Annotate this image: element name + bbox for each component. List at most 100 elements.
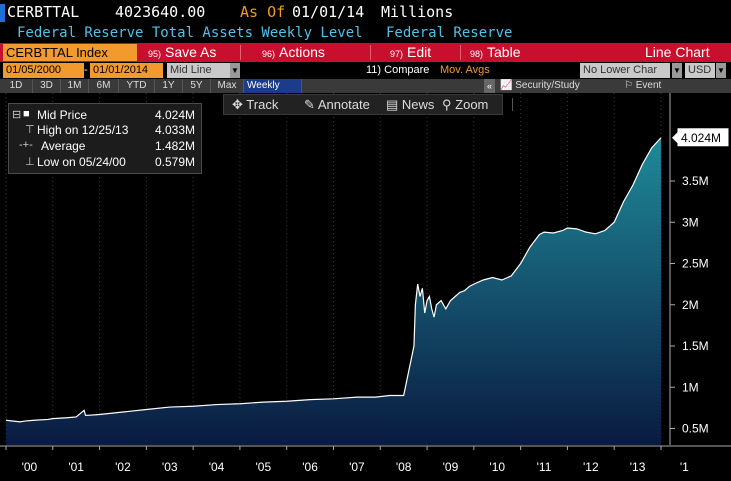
price-type-select[interactable]: Mid Line [167, 63, 230, 78]
legend-swatch-icon: ■ [23, 108, 30, 120]
ticker-symbol: CERBTTAL [7, 3, 80, 21]
x-tick-label: '07 [349, 460, 365, 474]
x-tick-label: '02 [115, 460, 131, 474]
y-tick-label: 1.5M [682, 339, 709, 353]
high-marker-icon: ⊤ [25, 124, 35, 136]
legend-collapse-icon[interactable]: ⊟ [12, 109, 22, 121]
x-tick-label: '09 [443, 460, 459, 474]
x-tick-label: '11 [537, 460, 552, 474]
actions-number: 96) [262, 49, 276, 59]
price-chart[interactable]: 0.5M 1M 1.5M 2M 2.5M 3M 3.5M '00 '01 '02 '03 '04 '05… [0, 93, 731, 481]
legend-row-high: ⊤ High on 12/25/13 4.033M [9, 123, 203, 138]
edit-number: 97) [390, 49, 404, 59]
annotate-tool[interactable]: ✎ Annotate [304, 95, 370, 114]
last-price: 4023640.00 [115, 3, 206, 21]
track-label: Track [246, 97, 279, 112]
save-as-label: Save As [165, 44, 217, 60]
table-button[interactable]: 98) Table [470, 43, 520, 62]
y-tick-label: 3M [682, 215, 699, 229]
event-label: Event [635, 80, 662, 91]
x-tick-label: '1 [680, 460, 689, 474]
last-value-pointer [672, 131, 678, 144]
y-tick-label: 2M [682, 298, 699, 312]
news-label: News [401, 97, 435, 112]
menu-bar: CERBTTAL Index 95) Save As 96) Actions 97)… [0, 43, 731, 62]
annotate-label: Annotate [317, 97, 370, 112]
x-tick-label: '13 [630, 460, 646, 474]
x-tick-label: '10 [489, 460, 505, 474]
zoom-label: Zoom [455, 97, 489, 112]
table-label: Table [487, 44, 521, 60]
start-date-field[interactable]: 01/05/2000 [3, 63, 84, 78]
price-type-dropdown-icon[interactable]: ▼ [230, 63, 240, 78]
currency-select[interactable]: USD [685, 63, 715, 78]
legend-row-average: -+- Average 1.482M [9, 139, 203, 154]
currency-dropdown-icon[interactable]: ▼ [716, 63, 726, 78]
legend-value-average: 1.482M [154, 139, 195, 153]
x-tick-label: '06 [302, 460, 318, 474]
end-date-field[interactable]: 01/01/2014 [90, 63, 163, 78]
security-study-label: Security/Study [515, 80, 580, 91]
table-number: 98) [470, 49, 484, 59]
menu-divider [460, 45, 461, 60]
chart-controls-bar: 01/05/2000 - 01/01/2014 Mid Line ▼ 11) C… [0, 62, 731, 79]
chart-type-label[interactable]: Line Chart [645, 44, 710, 60]
legend-label-low: Low on 05/24/00 [37, 155, 126, 169]
mov-avgs-button[interactable]: Mov. Avgs [440, 64, 490, 76]
legend-label-average: Average [41, 139, 86, 153]
actions-label: Actions [279, 44, 325, 60]
x-tick-label: '00 [22, 460, 38, 474]
period-1m[interactable]: 1M [61, 79, 89, 93]
event-button[interactable]: ⚐ Event [624, 79, 661, 93]
as-of-label: As Of [240, 3, 286, 21]
period-1y[interactable]: 1Y [155, 79, 183, 93]
chart-legend[interactable]: ⊟ ■ Mid Price 4.024M ⊤ High on 12/25/13 … [8, 103, 202, 174]
x-tick-label: '01 [68, 460, 84, 474]
actions-button[interactable]: 96) Actions [262, 43, 325, 62]
y-tick-label: 0.5M [682, 422, 709, 436]
period-bar: 1D 3D 1M 6M YTD 1Y 5Y Max Weekly « 📈 Sec… [0, 79, 731, 93]
legend-value-mid: 4.024M [154, 108, 195, 122]
collapse-toolbar-icon[interactable]: « [484, 79, 495, 93]
pencil-icon: ✎ [304, 97, 315, 112]
menu-divider [240, 45, 241, 60]
legend-value-high: 4.033M [154, 123, 195, 137]
period-ytd[interactable]: YTD [119, 79, 155, 93]
x-tick-label: '05 [255, 460, 271, 474]
y-tick-label: 2.5M [682, 257, 709, 271]
period-1d[interactable]: 1D [0, 79, 33, 93]
legend-row-low: ⊥ Low on 05/24/00 0.579M [9, 155, 203, 170]
source-text: Federal Reserve [386, 25, 513, 41]
chart-toolbar: ✥ Track ✎ Annotate ▤ News ⚲ Zoom [223, 94, 513, 115]
description-text: Federal Reserve Total Assets Weekly Leve… [17, 25, 363, 41]
period-3d[interactable]: 3D [33, 79, 61, 93]
compare-button[interactable]: 11) Compare [366, 64, 429, 76]
as-of-date: 01/01/14 [292, 3, 365, 21]
zoom-tool[interactable]: ⚲ Zoom [442, 95, 488, 114]
edit-button[interactable]: 97) Edit [390, 43, 431, 62]
legend-label-mid: Mid Price [37, 108, 88, 122]
header-accent-bar [0, 4, 5, 22]
track-tool[interactable]: ✥ Track [232, 95, 278, 114]
magnifier-icon: ⚲ [442, 97, 452, 112]
y-tick-label: 1M [682, 380, 699, 394]
date-separator: - [84, 64, 88, 76]
series-line [5, 137, 662, 423]
average-marker-icon: -+- [19, 139, 33, 151]
security-study-button[interactable]: 📈 Security/Study [500, 79, 580, 93]
lower-chart-select[interactable]: No Lower Char [580, 63, 670, 78]
x-tick-label: '03 [162, 460, 178, 474]
period-max[interactable]: Max [211, 79, 244, 93]
news-tool[interactable]: ▤ News [386, 95, 434, 114]
legend-value-low: 0.579M [154, 155, 195, 169]
period-6m[interactable]: 6M [89, 79, 119, 93]
frequency-select[interactable]: Weekly [244, 79, 302, 93]
lower-chart-dropdown-icon[interactable]: ▼ [672, 63, 682, 78]
legend-row-mid: ⊟ ■ Mid Price 4.024M [9, 108, 203, 123]
crosshair-icon: ✥ [232, 97, 243, 112]
security-input[interactable]: CERBTTAL Index [3, 44, 137, 61]
y-tick-label: 3.5M [682, 174, 709, 188]
save-as-button[interactable]: 95) Save As [148, 43, 216, 62]
period-5y[interactable]: 5Y [183, 79, 211, 93]
menu-divider [370, 45, 371, 60]
